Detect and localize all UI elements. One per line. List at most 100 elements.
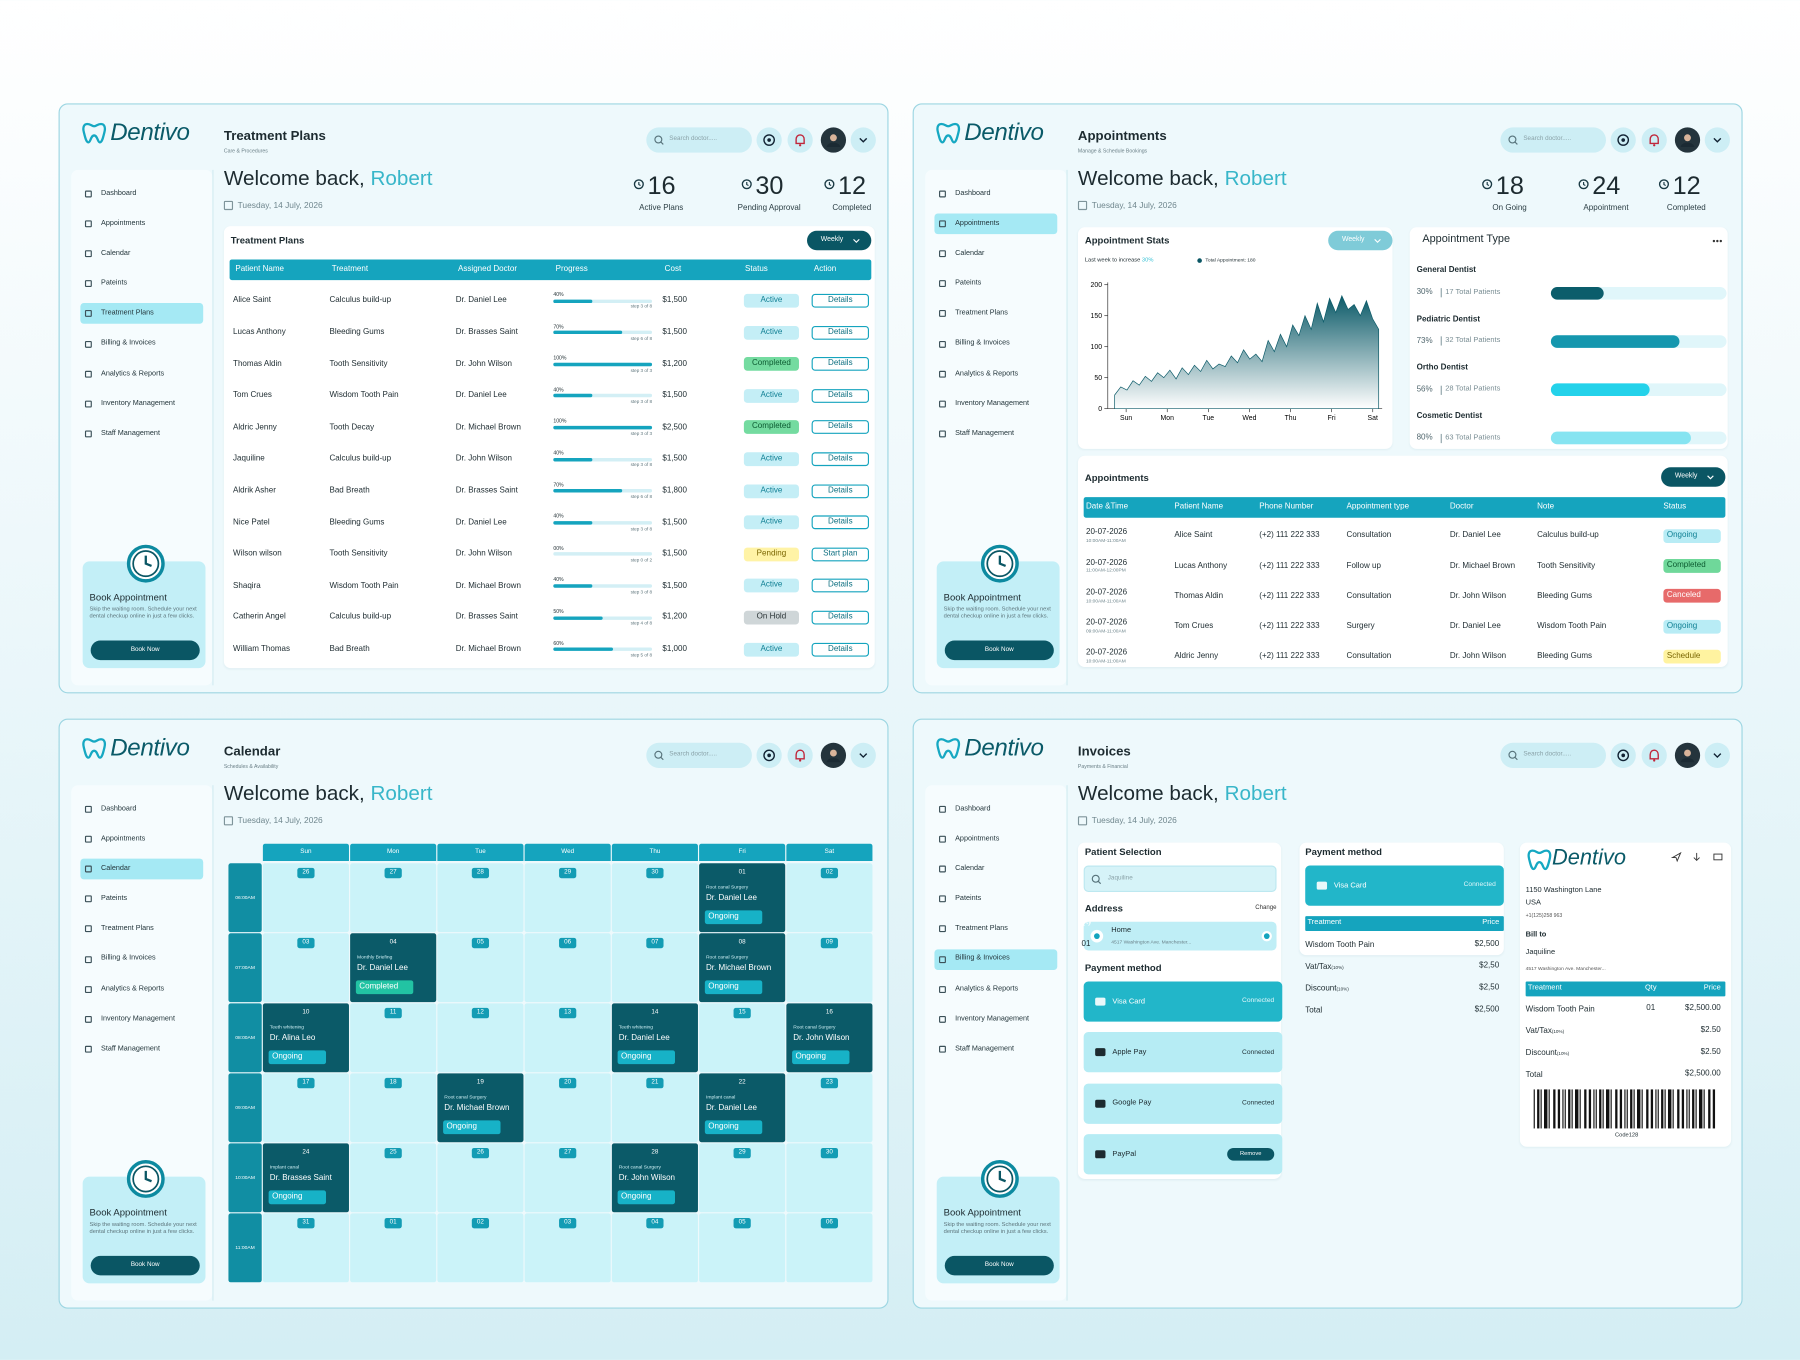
date: Tuesday, 14 July, 2026 [237, 815, 323, 826]
nav-item[interactable]: Staff Management [101, 428, 160, 438]
nav-item[interactable]: Calendar [955, 864, 985, 873]
account-menu[interactable] [850, 127, 876, 153]
nav-item[interactable]: Analytics & Reports [101, 984, 165, 993]
action-button[interactable]: Details [811, 610, 870, 625]
search-box[interactable]: Search doctor..... [1500, 127, 1606, 153]
nav-item[interactable]: Billing & Invoices [955, 954, 1010, 963]
stat-icon [824, 179, 835, 190]
doctor: Dr. Daniel Lee [1449, 532, 1501, 541]
action-button[interactable]: Details [811, 388, 870, 403]
nav-item[interactable]: Analytics & Reports [955, 984, 1019, 993]
account-menu[interactable] [1704, 742, 1730, 768]
nav-item[interactable]: Pateints [101, 894, 128, 903]
patient-search[interactable]: Jaquiline [1083, 865, 1277, 892]
nav-item[interactable]: Treatment Plans [101, 924, 154, 933]
event-status: Ongoing [268, 1050, 327, 1065]
nav-item[interactable]: Appointments [101, 219, 146, 228]
nav-item[interactable]: Pateints [955, 279, 982, 288]
nav-item[interactable]: Inventory Management [955, 1014, 1030, 1023]
item-name: Wisdom Tooth Pain [1305, 940, 1375, 949]
change-link[interactable]: Change [1255, 904, 1277, 911]
nav-item[interactable]: Appointments [955, 834, 1000, 843]
account-menu[interactable] [850, 742, 876, 768]
book-now-button[interactable]: Book Now [90, 1255, 200, 1276]
nav-item[interactable]: Calendar [101, 864, 131, 873]
date-chip: 17 [297, 1077, 315, 1089]
settings-button[interactable] [1610, 742, 1636, 768]
nav-icon [939, 805, 946, 813]
notification-button[interactable] [787, 742, 813, 768]
nav-icon [939, 985, 946, 993]
filter-dropdown[interactable]: Weekly [1328, 230, 1393, 251]
nav-item[interactable]: Staff Management [955, 1044, 1015, 1053]
column-header: Treatment [331, 265, 369, 274]
action-button[interactable]: Details [811, 452, 870, 467]
nav-item[interactable]: Inventory Management [101, 1014, 175, 1023]
nav-item[interactable]: Treatment Plans [955, 924, 1008, 933]
payment-method[interactable]: Visa Card Connected [1305, 865, 1504, 906]
account-menu[interactable] [1704, 127, 1730, 153]
nav-item[interactable]: Treatment Plans [101, 309, 154, 318]
settings-button[interactable] [756, 742, 782, 768]
action-button[interactable]: Details [811, 325, 870, 340]
user-avatar[interactable] [820, 742, 847, 768]
notification-button[interactable] [787, 127, 813, 153]
nav-item[interactable]: Analytics & Reports [955, 369, 1019, 378]
book-now-button[interactable]: Book Now [90, 640, 200, 661]
user-avatar[interactable] [1674, 742, 1701, 768]
item-note: (10%) [1551, 1027, 1565, 1034]
search-box[interactable]: Search doctor..... [646, 127, 752, 153]
notification-button[interactable] [1641, 742, 1667, 768]
item-name: Vat/Tax [1305, 962, 1332, 971]
notification-button[interactable] [1641, 127, 1667, 153]
nav-item[interactable]: Inventory Management [955, 399, 1030, 408]
user-avatar[interactable] [820, 127, 847, 153]
user-avatar[interactable] [1674, 127, 1701, 153]
patient-name: Shaqira [233, 581, 261, 590]
nav-item[interactable]: Billing & Invoices [101, 339, 156, 348]
phone: (+2) 111 222 333 [1259, 622, 1320, 631]
nav-item[interactable]: Staff Management [955, 428, 1015, 438]
nav-item[interactable]: Billing & Invoices [101, 954, 156, 963]
filter-dropdown[interactable]: Weekly [807, 230, 872, 251]
action-button[interactable]: Details [811, 293, 870, 308]
action-button[interactable]: Start plan [811, 547, 870, 562]
nav-item[interactable]: Dashboard [955, 189, 991, 198]
nav-item[interactable]: Calendar [101, 249, 131, 258]
nav-item[interactable]: Dashboard [101, 804, 137, 813]
action-button[interactable]: Details [811, 357, 870, 372]
payment-method[interactable]: Visa Card Connected [1083, 981, 1283, 1022]
search-box[interactable]: Search doctor..... [646, 742, 752, 768]
nav-item[interactable]: Treatment Plans [955, 309, 1008, 318]
book-now-button[interactable]: Book Now [944, 640, 1054, 661]
nav-item[interactable]: Billing & Invoices [955, 339, 1010, 348]
settings-button[interactable] [756, 127, 782, 153]
action-button[interactable]: Details [811, 420, 870, 435]
nav-item[interactable]: Dashboard [101, 189, 137, 198]
action-button[interactable]: Details [811, 642, 870, 657]
payment-method[interactable]: Apple Pay Connected [1083, 1032, 1283, 1073]
y-tick-label: 150 [1091, 313, 1103, 320]
action-button[interactable]: Details [811, 579, 870, 593]
nav-item[interactable]: Pateints [955, 894, 982, 903]
progress-label: 40% [553, 450, 564, 456]
payment-status: Connected [1242, 997, 1275, 1005]
filter-dropdown[interactable]: Weekly [1661, 467, 1726, 487]
nav-item[interactable]: Inventory Management [101, 399, 175, 408]
remove-button[interactable]: Remove [1227, 1147, 1275, 1161]
nav-item[interactable]: Dashboard [955, 804, 991, 813]
nav-item[interactable]: Appointments [955, 219, 1000, 228]
book-now-button[interactable]: Book Now [944, 1255, 1054, 1276]
nav-item[interactable]: Calendar [955, 249, 985, 258]
address-card[interactable]: Home 4517 Washington Ave. Manchester... [1083, 921, 1277, 951]
settings-button[interactable] [1610, 127, 1636, 153]
action-button[interactable]: Details [811, 515, 870, 530]
payment-method[interactable]: PayPal Remove [1083, 1134, 1283, 1175]
nav-item[interactable]: Analytics & Reports [101, 369, 165, 378]
nav-item[interactable]: Pateints [101, 279, 128, 288]
action-button[interactable]: Details [811, 483, 870, 498]
payment-method[interactable]: Google Pay Connected [1083, 1083, 1283, 1124]
nav-item[interactable]: Appointments [101, 834, 146, 843]
nav-item[interactable]: Staff Management [101, 1044, 160, 1053]
search-box[interactable]: Search doctor..... [1500, 742, 1606, 768]
